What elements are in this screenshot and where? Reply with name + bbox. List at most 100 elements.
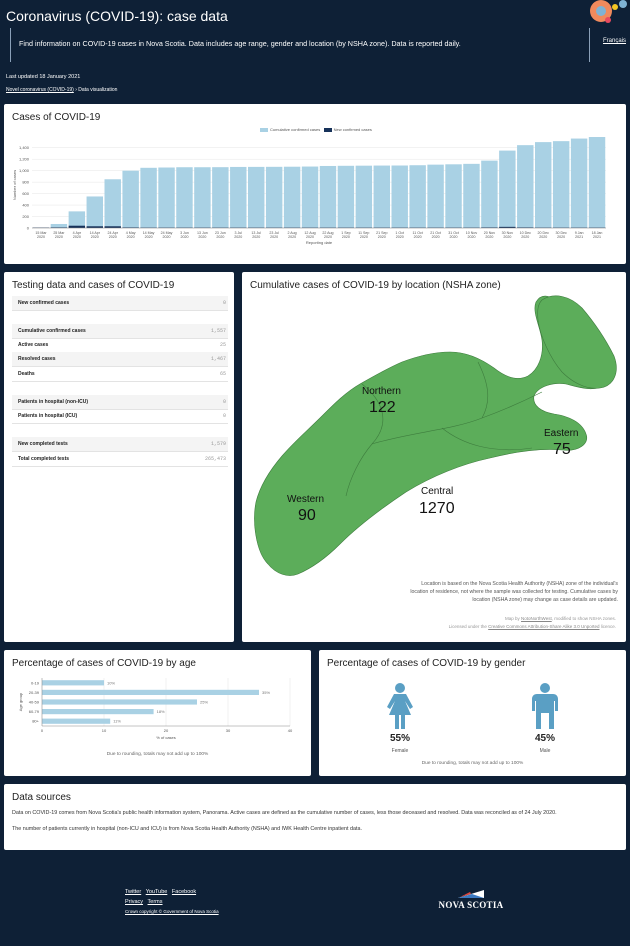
x-tick-label: 21 Sep 2020 — [376, 231, 387, 239]
y-tick-label: 400 — [22, 203, 29, 208]
table-row: Resolved cases 1,467 — [12, 352, 228, 367]
footer-links: Twitter YouTube Facebook Privacy Terms C… — [125, 887, 219, 917]
cumulative-bar — [301, 166, 319, 228]
x-axis-label: % of cases — [156, 735, 176, 740]
y-tick-label: 1,200 — [19, 157, 30, 162]
licence-prefix: Licensed under the — [448, 624, 489, 629]
male-label: Male — [539, 748, 551, 754]
decorative-dot — [605, 17, 611, 23]
x-tick-label: 2 Aug 2020 — [287, 231, 296, 239]
cumulative-bar — [481, 160, 498, 228]
map-credit-link[interactable]: NotoNorthWest — [521, 616, 552, 621]
zone-name-eastern: Eastern — [544, 428, 578, 439]
cumulative-bar — [265, 166, 283, 228]
x-tick-label: 20 — [164, 728, 169, 733]
cumulative-bar — [122, 170, 139, 228]
x-tick-label: 31 Oct 2020 — [448, 231, 459, 239]
row-label: Deaths — [18, 371, 35, 377]
cumulative-bar — [355, 165, 373, 228]
zone-count-central: 1270 — [419, 500, 455, 517]
row-label: Patients in hospital (ICU) — [18, 413, 78, 419]
legend-label-new: New confirmed cases — [333, 127, 372, 132]
gender-card: Percentage of cases of COVID-19 by gende… — [319, 650, 626, 776]
copyright-link[interactable]: Crown copyright © Government of Nova Sco… — [125, 909, 219, 914]
age-bar — [42, 709, 154, 715]
x-tick-label: 11 Sep 2020 — [358, 231, 369, 239]
x-tick-label: 15 Mar 2020 — [35, 231, 47, 239]
x-tick-label: 23 Jun 2020 — [215, 231, 226, 239]
gender-note: Due to rounding, totals may not add up t… — [421, 761, 524, 766]
y-tick-label: 1,400 — [19, 145, 30, 150]
age-category-label: 0-19 — [31, 680, 40, 685]
x-tick-label: 22 Aug 2020 — [322, 231, 333, 239]
table-row: Cumulative confirmed cases 1,557 — [12, 324, 228, 339]
youtube-link[interactable]: YouTube — [145, 889, 168, 895]
row-label: Active cases — [18, 342, 49, 348]
language-link[interactable]: Français — [603, 38, 627, 44]
map-note: Location is based on the Nova Scotia Hea… — [410, 581, 618, 604]
legend-swatch-cumulative — [260, 127, 268, 132]
breadcrumb-current: Data visualization — [78, 87, 118, 93]
x-tick-label: 30 Nov 2020 — [502, 231, 514, 239]
age-bar — [42, 699, 197, 705]
x-tick-label: 0 — [41, 728, 44, 733]
male-icon — [532, 683, 558, 729]
table-row: New confirmed cases 0 — [12, 296, 228, 311]
cumulative-bar — [552, 141, 570, 228]
zone-name-central: Central — [421, 486, 453, 497]
facebook-link[interactable]: Facebook — [171, 889, 197, 895]
cumulative-bar — [517, 145, 534, 228]
cumulative-bar — [445, 164, 462, 228]
twitter-link[interactable]: Twitter — [125, 889, 142, 895]
cumulative-bar — [499, 150, 516, 228]
cumulative-bar — [248, 166, 265, 228]
cumulative-bar — [535, 142, 552, 228]
zone-border — [371, 391, 543, 445]
age-chart: 0 10 20 30 40 0-19 10% 20-39 35% 40-59 25% 60-79 18%… — [18, 678, 293, 740]
flag-icon — [458, 890, 484, 898]
nova-scotia-logo[interactable]: NOVA SCOTIA — [434, 888, 508, 912]
cases-chart-legend: Cumulative confirmed cases New confirmed… — [260, 127, 372, 132]
cumulative-bar — [463, 163, 480, 228]
female-label: Female — [391, 748, 409, 754]
map-credit-prefix: Map by — [505, 616, 522, 621]
age-note: Due to rounding, totals may not add up t… — [106, 752, 209, 757]
x-tick-label: 10 Dec 2020 — [520, 231, 532, 239]
row-value: 0 — [222, 300, 226, 306]
table-row: New completed tests 1,579 — [12, 437, 228, 452]
x-tick-label: 24 Apr 2020 — [108, 231, 119, 239]
zone-name-western: Western — [287, 494, 324, 505]
zone-count-eastern: 75 — [553, 441, 571, 458]
intro-text: Find information on COVID-19 cases in No… — [19, 39, 461, 48]
age-heading: Percentage of cases of COVID-19 by age — [12, 658, 196, 669]
x-tick-label: 9 Jan 2021 — [575, 231, 584, 239]
new-cases-bar — [86, 226, 103, 228]
cumulative-bar — [319, 165, 337, 228]
row-label: New completed tests — [18, 441, 68, 447]
x-tick-label: 10 — [102, 728, 107, 733]
age-value-label: 18% — [157, 709, 165, 714]
terms-link[interactable]: Terms — [147, 899, 163, 905]
nova-scotia-map: Northern 122 Eastern 75 Central 1270 Wes… — [254, 295, 617, 576]
map-licence: Licensed under the Creative Commons Attr… — [449, 624, 616, 629]
age-category-label: 80+ — [32, 719, 39, 724]
x-tick-label: 25 Mar 2020 — [53, 231, 65, 239]
cumulative-bar — [409, 165, 426, 228]
x-tick-label: 13 Jul 2020 — [251, 231, 261, 239]
decorative-dot — [596, 6, 606, 16]
x-tick-label: 10 Nov 2020 — [466, 231, 478, 239]
breadcrumb-link[interactable]: Novel coronavirus (COVID-19) — [6, 87, 74, 93]
new-cases-bar — [499, 226, 516, 228]
x-tick-label: 4 May 2020 — [126, 231, 136, 239]
data-sources-card: Data sources Data on COVID-19 comes from… — [4, 784, 626, 850]
y-axis-label: Age group — [18, 692, 23, 711]
y-tick-label: 200 — [22, 214, 29, 219]
new-cases-bar — [481, 227, 498, 228]
page-header: Coronavirus (COVID-19): case data Find i… — [0, 0, 630, 110]
privacy-link[interactable]: Privacy — [125, 899, 144, 905]
table-row: Active cases 25 — [12, 338, 228, 353]
table-row: Deaths 65 — [12, 367, 228, 382]
licence-link[interactable]: Creative Commons Attribution-Share Alike… — [488, 624, 600, 629]
row-label: Resolved cases — [18, 356, 56, 362]
x-tick-label: 21 Oct 2020 — [430, 231, 441, 239]
